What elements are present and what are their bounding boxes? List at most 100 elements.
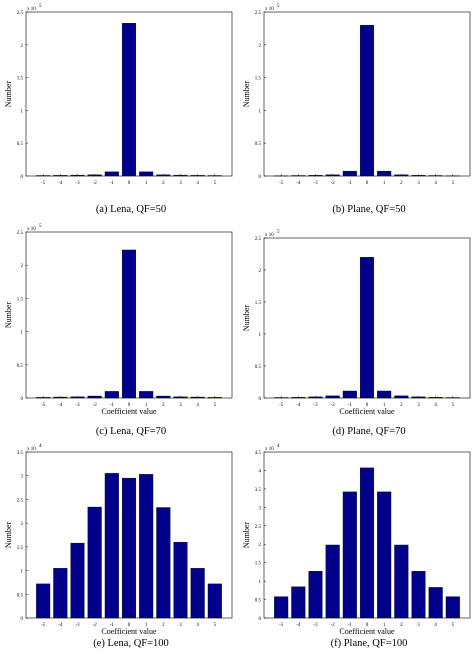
y-tick-label: 0.5 [255, 142, 262, 147]
x-tick-label: 3 [179, 403, 182, 408]
bar [156, 507, 170, 618]
x-tick-label: 4 [196, 623, 199, 628]
bar [360, 25, 374, 176]
y-exponent-label: x 10 [265, 7, 274, 12]
y-axis-label: Number [242, 81, 251, 108]
x-axis-label: Coefficient value [339, 627, 395, 636]
panel-caption: (c) Lena, QF=70 [96, 426, 166, 437]
y-exponent-power: 5 [39, 4, 42, 9]
y-tick-label: 1.5 [255, 301, 262, 306]
bar [343, 492, 357, 618]
x-tick-label: 0 [128, 181, 131, 186]
y-exponent-power: 5 [277, 4, 280, 9]
x-tick-label: -2 [93, 623, 98, 628]
x-tick-label: -5 [41, 181, 46, 186]
x-tick-label: 3 [417, 623, 420, 628]
x-tick-label: -5 [41, 403, 46, 408]
y-tick-label: 1 [21, 331, 24, 336]
y-tick-label: 2 [21, 44, 24, 49]
x-tick-label: -5 [279, 403, 284, 408]
x-tick-label: 2 [162, 623, 165, 628]
x-tick-label: -3 [313, 181, 318, 186]
x-tick-label: -3 [75, 403, 80, 408]
bar [309, 571, 323, 618]
y-exponent-power: 4 [39, 444, 42, 449]
x-tick-label: -5 [279, 623, 284, 628]
bar [88, 507, 102, 618]
x-tick-label: 4 [196, 403, 199, 408]
x-tick-label: -4 [296, 181, 301, 186]
bar [412, 571, 426, 618]
y-exponent-power: 4 [277, 444, 280, 449]
x-tick-label: 5 [452, 623, 455, 628]
x-tick-label: -2 [331, 623, 336, 628]
y-tick-label: 1 [259, 109, 262, 114]
y-axis-label: Number [242, 305, 251, 332]
y-exponent-label: x 10 [265, 233, 274, 238]
y-tick-label: 1 [259, 580, 262, 585]
x-tick-label: -4 [58, 403, 63, 408]
x-tick-label: 0 [366, 181, 369, 186]
y-exponent-power: 5 [277, 230, 280, 235]
x-tick-label: -2 [331, 403, 336, 408]
x-tick-label: -4 [296, 623, 301, 628]
y-tick-label: 0 [259, 617, 262, 622]
x-tick-label: 2 [162, 403, 165, 408]
y-tick-label: 1 [21, 109, 24, 114]
x-axis-label: Coefficient value [101, 407, 157, 416]
x-tick-label: -3 [75, 623, 80, 628]
bar [429, 587, 443, 618]
y-axis-label: Number [4, 302, 13, 329]
x-axis-label: Coefficient value [339, 407, 395, 416]
bar [105, 473, 119, 618]
x-tick-label: 5 [452, 181, 455, 186]
y-tick-label: 0 [259, 397, 262, 402]
bar [174, 542, 188, 618]
x-tick-label: 2 [400, 403, 403, 408]
panel-caption: (a) Lena, QF=50 [96, 204, 166, 215]
bar [122, 23, 136, 176]
y-tick-label: 2 [259, 269, 262, 274]
y-exponent-power: 5 [39, 224, 42, 229]
x-tick-label: -3 [313, 403, 318, 408]
x-tick-label: -3 [313, 623, 318, 628]
y-tick-label: 2 [259, 44, 262, 49]
bar [36, 584, 50, 618]
panel-caption: (d) Plane, QF=70 [332, 426, 405, 437]
y-tick-label: 1 [259, 333, 262, 338]
bar [139, 474, 153, 618]
y-tick-label: 0.5 [17, 142, 24, 147]
y-exponent-label: x 10 [27, 227, 36, 232]
y-tick-label: 1.5 [255, 562, 262, 567]
y-tick-label: 4 [259, 469, 262, 474]
y-axis-label: Number [242, 522, 251, 549]
x-tick-label: -5 [41, 623, 46, 628]
x-tick-label: 4 [434, 403, 437, 408]
bar [394, 545, 408, 618]
y-tick-label: 0 [21, 397, 24, 402]
bar [122, 250, 136, 398]
y-tick-label: 3.5 [255, 488, 262, 493]
bar [377, 492, 391, 618]
x-tick-label: 1 [145, 181, 148, 186]
y-axis-label: Number [4, 81, 13, 108]
y-tick-label: 2.5 [255, 11, 262, 16]
y-tick-label: 0 [21, 617, 24, 622]
x-tick-label: -4 [296, 403, 301, 408]
y-exponent-label: x 10 [27, 447, 36, 452]
x-tick-label: 2 [162, 181, 165, 186]
y-tick-label: 0 [259, 175, 262, 180]
bar [360, 257, 374, 398]
bar [53, 568, 67, 618]
y-tick-label: 2.5 [17, 498, 24, 503]
panel-caption: (e) Lena, QF=100 [93, 638, 169, 649]
x-tick-label: 5 [214, 623, 217, 628]
x-tick-label: 4 [434, 623, 437, 628]
x-tick-label: -1 [110, 181, 115, 186]
y-tick-label: 0.5 [255, 365, 262, 370]
y-tick-label: 0.5 [255, 599, 262, 604]
